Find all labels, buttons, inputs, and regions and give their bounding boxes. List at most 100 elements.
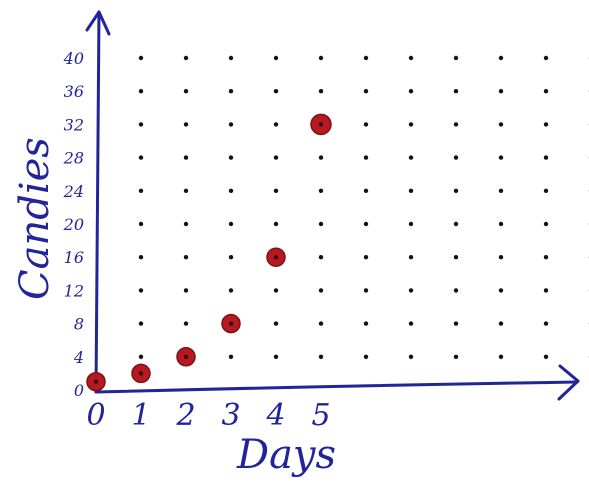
- grid-dot: [363, 55, 369, 61]
- y-tick-label: 32: [64, 115, 84, 134]
- x-axis-line: [94, 380, 579, 394]
- grid-dot: [453, 55, 459, 61]
- x-tick-label: 3: [221, 398, 240, 433]
- y-tick-label: 12: [64, 281, 84, 300]
- grid-dot: [498, 55, 504, 61]
- grid-dot: [273, 221, 279, 227]
- grid-dot: [318, 255, 324, 260]
- grid-dot: [138, 288, 144, 293]
- grid-dot: [273, 354, 279, 359]
- grid-dot: [408, 221, 414, 227]
- grid-dot: [453, 155, 459, 160]
- y-tick-label: 16: [64, 248, 84, 267]
- grid-dot: [363, 255, 369, 260]
- grid-dot: [183, 188, 189, 193]
- grid-dot: [543, 89, 549, 94]
- y-tick-label: 24: [63, 182, 84, 201]
- grid-dot: [183, 155, 189, 160]
- grid-dot: [183, 55, 189, 61]
- y-tick-labels: 0 4 8 12 16 20 24 28 32 36 40: [63, 49, 84, 400]
- grid-dot: [138, 354, 144, 359]
- grid-dot: [543, 188, 549, 193]
- dot-grid: [138, 55, 589, 359]
- grid-dot: [408, 55, 414, 61]
- grid-dot: [183, 89, 189, 94]
- grid-dot: [363, 288, 369, 293]
- grid-dot: [408, 255, 414, 260]
- grid-dot: [273, 321, 279, 326]
- grid-dot: [543, 155, 549, 160]
- grid-dot: [138, 89, 144, 94]
- x-tick-label: 5: [311, 398, 330, 433]
- grid-dot: [498, 155, 504, 160]
- grid-dot: [318, 321, 324, 326]
- grid-dot: [543, 354, 549, 359]
- grid-dot: [228, 221, 234, 227]
- grid-dot: [498, 89, 504, 94]
- x-tick-label: 2: [175, 398, 195, 433]
- y-axis-arrow-icon: [85, 10, 111, 36]
- grid-dot: [543, 221, 549, 227]
- grid-dot: [138, 55, 144, 61]
- axes: [85, 10, 580, 401]
- grid-dot: [498, 188, 504, 193]
- grid-dot: [318, 354, 324, 359]
- grid-dot: [453, 354, 459, 359]
- grid-dot: [138, 255, 144, 260]
- grid-dot: [363, 155, 369, 160]
- data-point-center: [318, 122, 324, 127]
- grid-dot: [273, 89, 279, 94]
- grid-dot: [498, 255, 504, 260]
- y-tick-label: 4: [73, 348, 84, 367]
- grid-dot: [228, 354, 234, 359]
- grid-dot: [318, 188, 324, 193]
- grid-dot: [228, 122, 234, 127]
- grid-dot: [183, 122, 189, 127]
- grid-dot: [408, 321, 414, 326]
- grid-dot: [363, 122, 369, 127]
- grid-dot: [543, 288, 549, 293]
- grid-dot: [273, 288, 279, 293]
- grid-dot: [543, 255, 549, 260]
- grid-dot: [228, 288, 234, 293]
- grid-dot: [183, 255, 189, 260]
- grid-dot: [498, 221, 504, 227]
- grid-dot: [408, 354, 414, 359]
- grid-dot: [318, 155, 324, 160]
- grid-dot: [453, 188, 459, 193]
- grid-dot: [318, 221, 324, 227]
- y-tick-label: 36: [64, 82, 84, 101]
- grid-dot: [453, 288, 459, 293]
- y-axis-title: Candies: [12, 137, 58, 300]
- grid-dot: [273, 188, 279, 193]
- y-tick-label: 40: [63, 49, 84, 68]
- grid-dot: [138, 188, 144, 193]
- grid-dot: [228, 55, 234, 61]
- y-axis-line: [94, 10, 101, 394]
- y-tick-label: 8: [74, 315, 84, 334]
- grid-dot: [273, 55, 279, 61]
- grid-dot: [363, 89, 369, 94]
- grid-dot: [183, 221, 189, 227]
- grid-dot: [408, 122, 414, 127]
- y-tick-label: 0: [74, 381, 84, 400]
- data-point-center: [138, 371, 144, 376]
- data-point-center: [93, 379, 99, 384]
- grid-dot: [318, 89, 324, 94]
- grid-dot: [453, 255, 459, 260]
- y-tick-label: 20: [63, 215, 84, 234]
- x-tick-label: 4: [265, 398, 285, 433]
- grid-dot: [228, 255, 234, 260]
- grid-dot: [228, 155, 234, 160]
- data-points: [86, 113, 332, 392]
- x-axis-arrow-icon: [557, 364, 580, 401]
- grid-dot: [318, 55, 324, 61]
- data-point-center: [228, 321, 234, 326]
- grid-dot: [408, 155, 414, 160]
- grid-dot: [183, 288, 189, 293]
- grid-dot: [363, 221, 369, 227]
- grid-dot: [408, 89, 414, 94]
- grid-dot: [138, 321, 144, 326]
- grid-dot: [273, 155, 279, 160]
